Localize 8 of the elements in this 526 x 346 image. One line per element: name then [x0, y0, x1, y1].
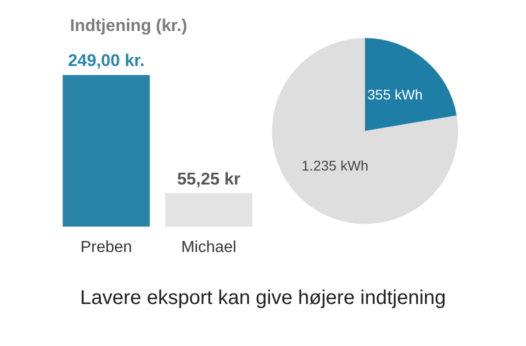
chart-title: Indtjening (kr.) — [70, 16, 188, 36]
data-label: 55,25 kr — [177, 169, 241, 188]
x-tick-label: Preben — [80, 238, 132, 256]
data-label: 249,00 kr. — [68, 51, 145, 70]
data-label: 355 kWh — [367, 86, 423, 102]
data-label: 1.235 kWh — [302, 157, 368, 174]
x-tick-label: Michael — [181, 238, 236, 256]
text: Lavere eksport kan give højere indtjening — [79, 287, 447, 310]
